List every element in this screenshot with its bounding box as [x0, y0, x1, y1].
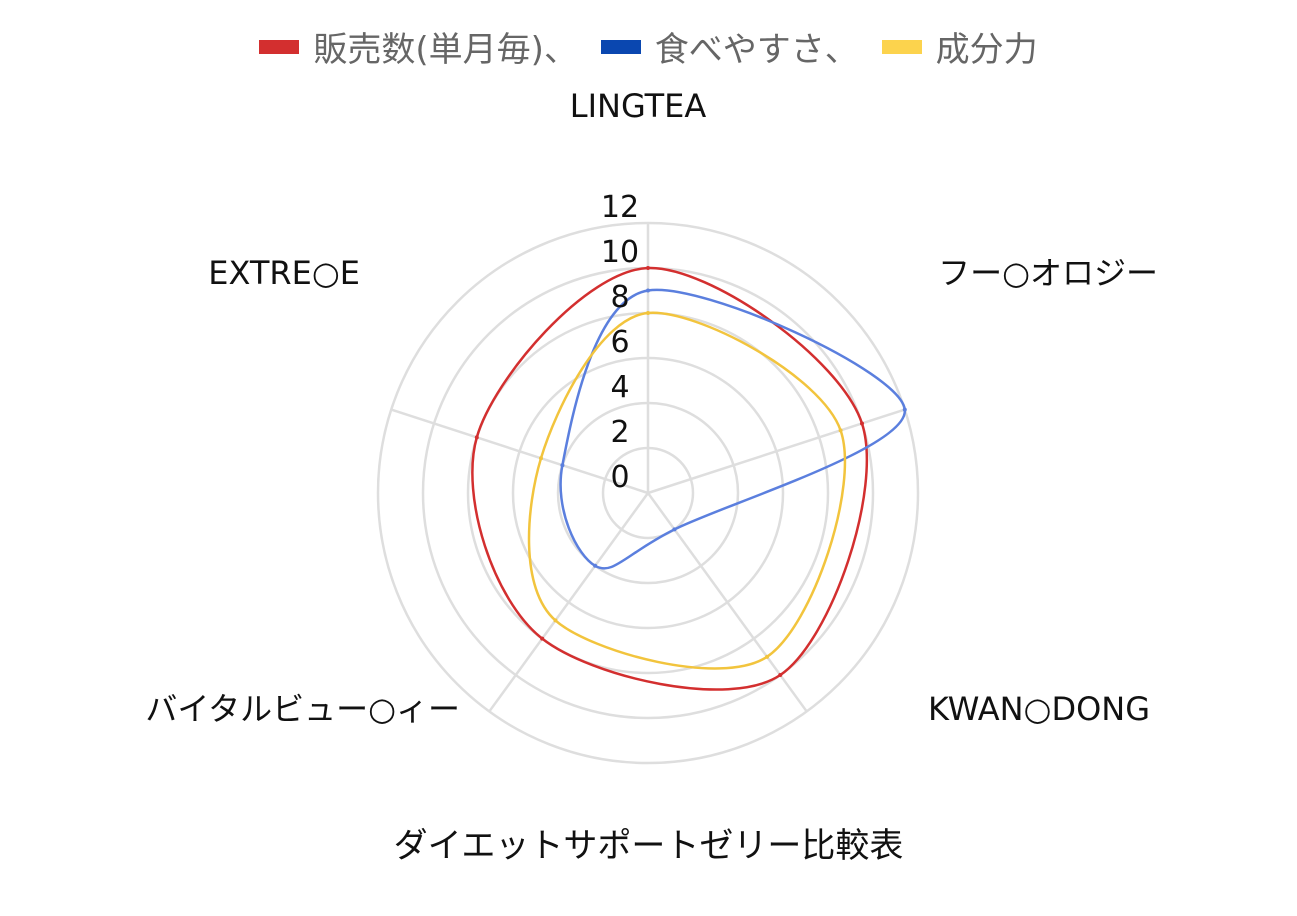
series-point-0-4 [474, 435, 479, 440]
legend-label-sales: 販売数(単月毎)、 [313, 30, 578, 70]
series-line-2 [527, 311, 847, 670]
axis-label-2: KWAN○DONG [928, 690, 1150, 728]
tick-label-2: 2 [610, 415, 629, 450]
series-line-0 [471, 266, 869, 691]
legend-label-ingredients: 成分力 [935, 30, 1038, 70]
axis-label-0: LINGTEA [570, 87, 707, 125]
series-point-1-2 [672, 527, 677, 532]
series-point-1-1 [902, 407, 907, 412]
legend-swatch-ingredients [881, 39, 922, 54]
legend-item-ingredients[interactable]: 成分力 [881, 22, 1038, 71]
series-point-2-0 [646, 311, 650, 315]
series-point-1-0 [646, 288, 650, 293]
tick-label-4: 4 [610, 370, 629, 405]
tick-label-0: 0 [610, 460, 629, 495]
radar-ticks: 0 2 4 6 8 10 12 [601, 190, 639, 495]
series-point-2-1 [838, 428, 843, 433]
axis-label-1: フー○オロジー [938, 254, 1158, 292]
chart-legend: 販売数(単月毎)、 食べやすさ、 成分力 [0, 22, 1297, 71]
grid-spoke-4 [390, 408, 649, 495]
series-point-2-3 [553, 618, 558, 623]
tick-label-6: 6 [610, 325, 629, 360]
legend-item-sales[interactable]: 販売数(単月毎)、 [259, 22, 578, 71]
axis-label-3: バイタルビュー○ィー [145, 690, 460, 728]
legend-swatch-sales [259, 39, 300, 54]
series-point-0-2 [778, 673, 783, 678]
grid-spoke-3 [488, 492, 650, 713]
tick-label-12: 12 [601, 190, 639, 225]
series-point-0-3 [540, 636, 545, 641]
series-point-1-4 [560, 463, 565, 468]
tick-label-8: 8 [610, 280, 629, 315]
radar-axis-labels: LINGTEA フー○オロジー KWAN○DONG バイタルビュー○ィー EXTRE○E [145, 87, 1158, 728]
legend-swatch-ease [600, 39, 641, 54]
series-point-2-4 [539, 456, 544, 461]
grid-spoke-2 [646, 492, 808, 713]
series-point-0-1 [859, 421, 864, 426]
chart-title: ダイエットサポートゼリー比較表 [393, 826, 904, 866]
series-point-2-2 [765, 654, 770, 659]
radar-series [471, 266, 907, 691]
legend-label-ease: 食べやすさ、 [654, 30, 859, 70]
tick-label-10: 10 [601, 235, 639, 270]
axis-label-4: EXTRE○E [208, 254, 360, 292]
legend-item-ease[interactable]: 食べやすさ、 [600, 22, 859, 71]
series-line-1 [559, 288, 907, 570]
series-point-0-0 [646, 266, 650, 270]
series-point-1-3 [593, 563, 598, 568]
